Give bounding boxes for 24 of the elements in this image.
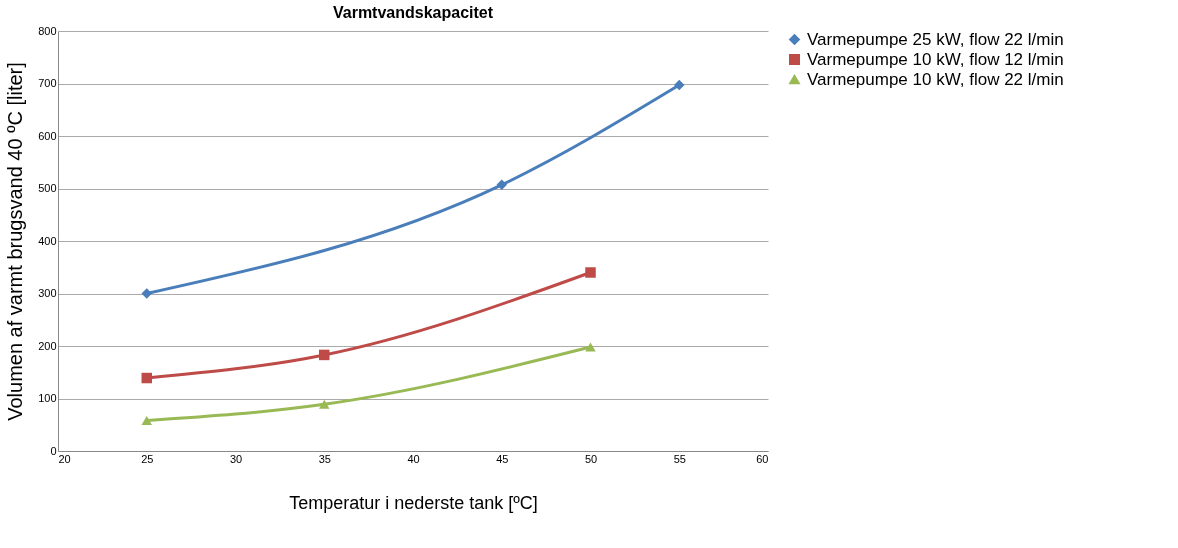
y-tick-label: 300 (38, 287, 57, 299)
legend-label: Varmepumpe 10 kW, flow 22 l/min (807, 69, 1064, 89)
x-tick-label: 25 (141, 452, 154, 465)
y-tick-label: 0 (50, 444, 57, 457)
legend-label: Varmepumpe 10 kW, flow 12 l/min (807, 49, 1064, 69)
y-tick-label: 800 (38, 24, 57, 37)
x-tick-label: 35 (318, 452, 331, 465)
x-tick-label: 20 (58, 452, 71, 465)
y-tick-label: 100 (38, 392, 57, 404)
y-tick-label: 600 (38, 129, 57, 142)
x-tick-label: 55 (673, 452, 686, 465)
y-tick-label: 200 (38, 339, 57, 352)
x-tick-label: 30 (229, 452, 243, 465)
x-tick-label: 50 (584, 452, 598, 465)
y-axis-title: Volumen af varmt brugsvand 40 ºC [liter] (4, 62, 27, 421)
y-tick-label: 700 (38, 77, 57, 89)
x-tick-label: 40 (407, 452, 420, 465)
x-tick-label: 60 (756, 452, 769, 465)
legend-label: Varmepumpe 25 kW, flow 22 l/min (807, 29, 1064, 49)
chart-title: Varmtvandskapacitet (332, 4, 494, 21)
x-tick-label: 45 (496, 452, 509, 465)
x-axis-title: Temperatur i nederste tank [ºC] (289, 492, 538, 513)
y-tick-label: 400 (38, 234, 57, 247)
y-tick-label: 500 (38, 182, 57, 194)
